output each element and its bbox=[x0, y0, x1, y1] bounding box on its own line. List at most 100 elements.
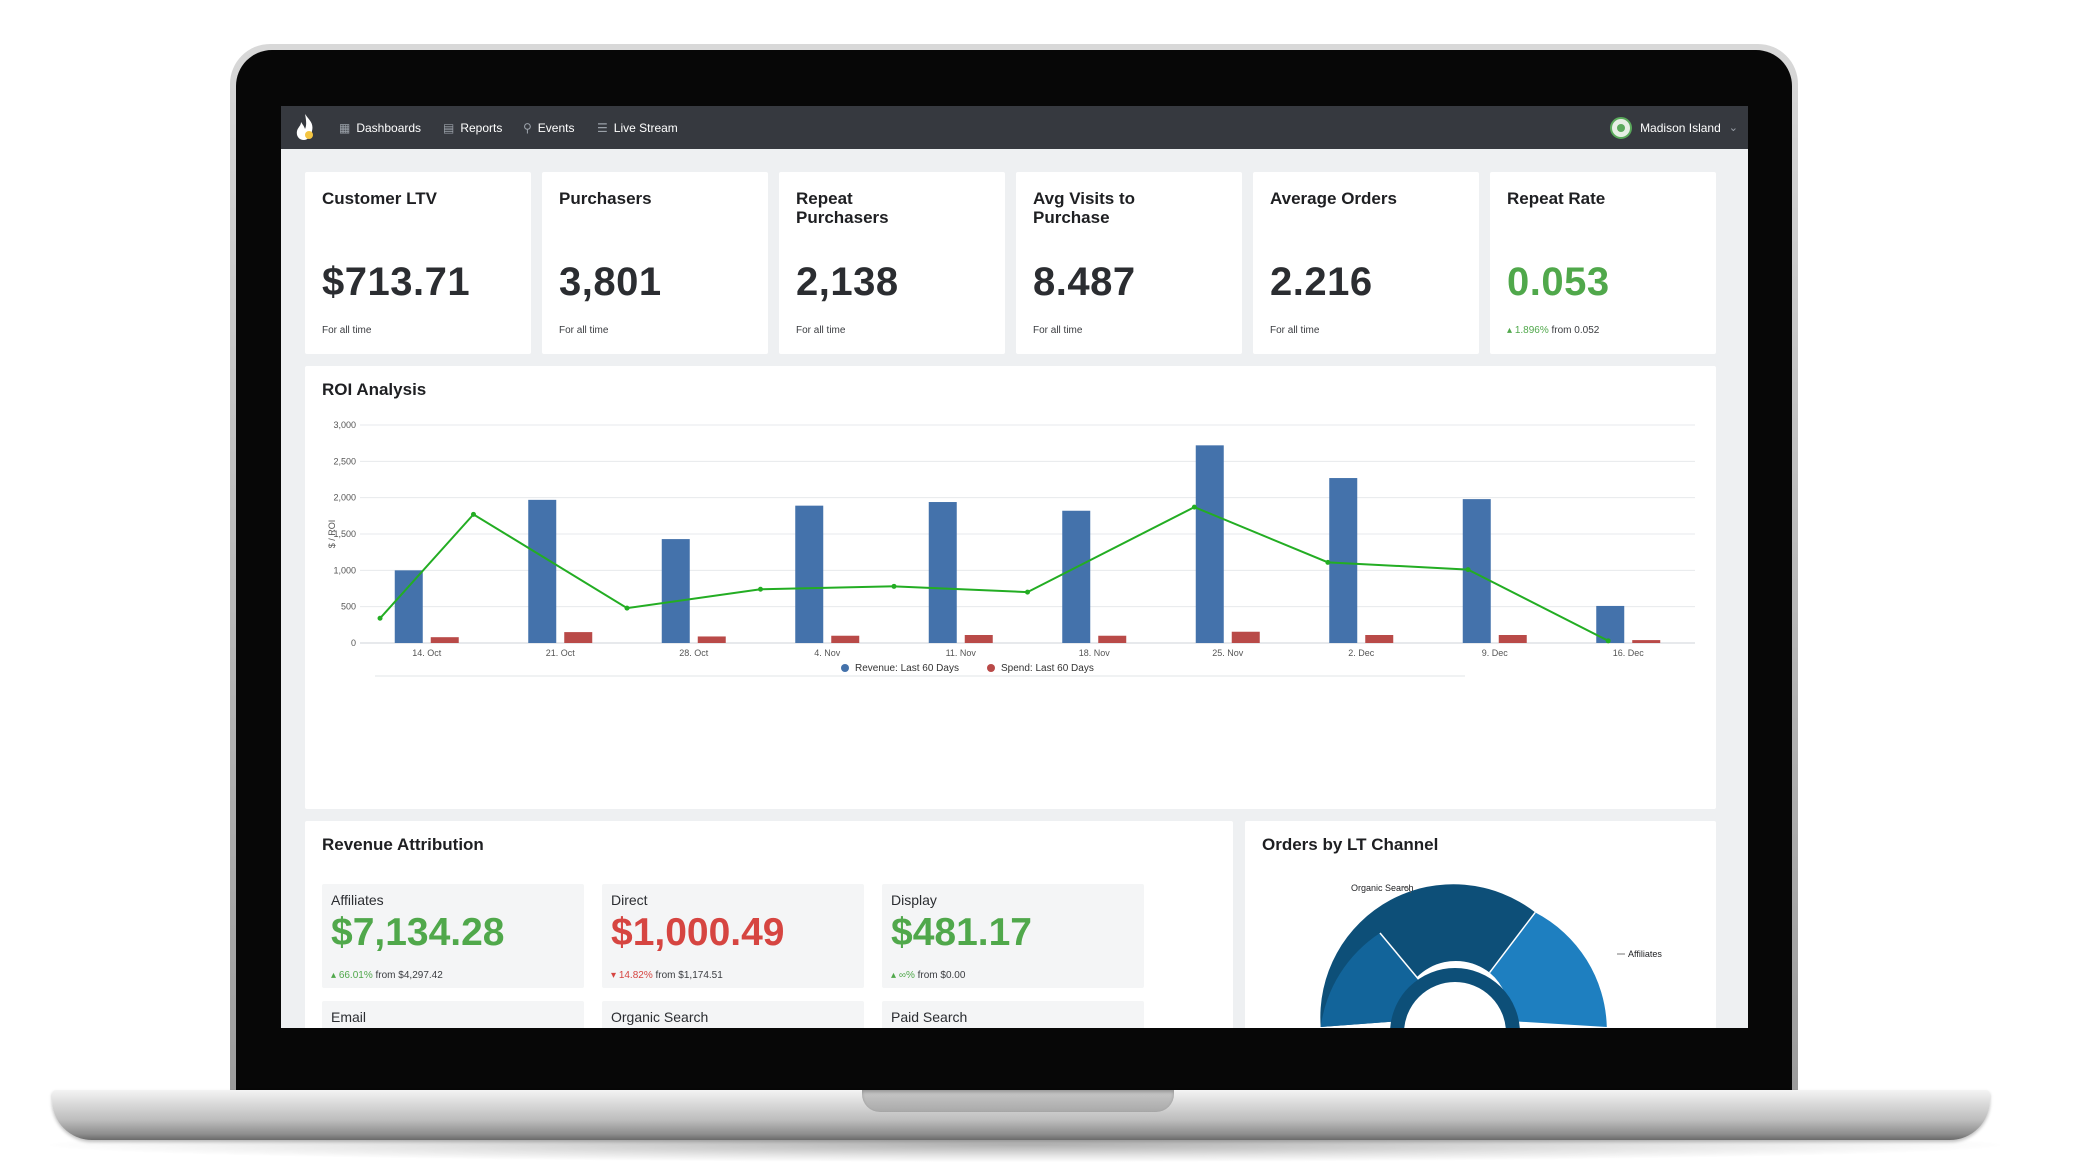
roi-chart: 0 500 1,000 1,500 2,000 2,500 3,000 $ / ROI 14. … bbox=[327, 420, 1695, 677]
y-tick-label: 1,500 bbox=[333, 529, 356, 539]
kpi-sub: ▴ 1.896% from 0.052 bbox=[1507, 325, 1599, 336]
kpi-sub: For all time bbox=[322, 325, 372, 336]
attribution-tile-affiliates[interactable]: Affiliates $7,134.28 ▴ 66.01% from $4,29… bbox=[322, 884, 584, 988]
kpi-sub: For all time bbox=[796, 325, 846, 336]
kpi-value: 2.216 bbox=[1270, 260, 1373, 304]
bar-spend bbox=[1498, 635, 1527, 643]
roi-line-point bbox=[470, 511, 476, 517]
tile-label: Direct bbox=[611, 892, 648, 908]
orders-by-channel-card: Orders by LT Channel Organic Search Affi… bbox=[1245, 821, 1716, 1028]
nav-live-stream[interactable]: ☰ Live Stream bbox=[597, 106, 678, 149]
tile-from: from $4,297.42 bbox=[375, 970, 443, 981]
attribution-tile-paid-search[interactable]: Paid Search bbox=[882, 1001, 1144, 1028]
tile-change: 14.82% bbox=[618, 970, 653, 981]
bar-revenue bbox=[1062, 510, 1091, 643]
attribution-tile-organic-search[interactable]: Organic Search bbox=[602, 1001, 864, 1028]
donut-slice-affiliates[interactable] bbox=[1489, 912, 1607, 1027]
flame-logo-icon[interactable] bbox=[289, 111, 321, 143]
bar-spend bbox=[1098, 635, 1127, 643]
x-tick-label: 11. Nov bbox=[946, 648, 977, 658]
y-tick-label: 2,000 bbox=[333, 493, 356, 503]
nav-reports[interactable]: ▤ Reports bbox=[443, 106, 502, 149]
legend-label-revenue: Revenue: Last 60 Days bbox=[855, 663, 959, 674]
tile-label: Email bbox=[331, 1009, 367, 1025]
bar-revenue bbox=[661, 539, 690, 643]
x-tick-label: 14. Oct bbox=[412, 648, 442, 658]
pin-icon: ⚲ bbox=[523, 120, 532, 135]
tile-change: ∞% bbox=[898, 970, 915, 981]
kpi-card-repeat-rate: Repeat Rate 0.053 ▴ 1.896% from 0.052 bbox=[1490, 172, 1716, 354]
app-screen: ▦ Dashboards ▤ Reports ⚲ Events ☰ Live S… bbox=[281, 106, 1748, 1028]
trend-up-icon: ▴ bbox=[891, 970, 897, 981]
attribution-title: Revenue Attribution bbox=[322, 835, 484, 854]
roi-line-point bbox=[758, 586, 763, 592]
bar-spend bbox=[430, 637, 459, 643]
tile-change: 66.01% bbox=[338, 970, 373, 981]
y-tick-label: 2,500 bbox=[333, 456, 356, 466]
roi-line-point bbox=[1191, 504, 1197, 510]
avatar bbox=[1610, 116, 1633, 139]
nav-live-stream-label: Live Stream bbox=[613, 120, 678, 135]
legend-swatch-spend bbox=[987, 664, 995, 672]
kpi-title: Repeat Purchasers bbox=[796, 189, 889, 227]
orders-donut-chart: Organic Search Affiliates bbox=[1320, 883, 1662, 1028]
account-menu[interactable]: Madison Island ⌄ bbox=[1610, 106, 1738, 149]
bar-revenue bbox=[928, 502, 957, 643]
donut-inner-ring bbox=[1390, 968, 1520, 1028]
roi-line-point bbox=[624, 605, 630, 611]
grid-icon: ▦ bbox=[339, 120, 351, 135]
roi-line-point bbox=[1025, 589, 1030, 595]
donut-label-organic-search: Organic Search bbox=[1351, 883, 1414, 893]
bar-spend bbox=[964, 635, 993, 643]
legend-swatch-revenue bbox=[841, 664, 849, 672]
kpi-value: 0.053 bbox=[1507, 260, 1610, 304]
y-axis-label: $ / ROI bbox=[327, 520, 337, 549]
attribution-tile-direct[interactable]: Direct $1,000.49 ▾ 14.82% from $1,174.51 bbox=[602, 884, 864, 988]
top-nav: ▦ Dashboards ▤ Reports ⚲ Events ☰ Live S… bbox=[281, 106, 1748, 149]
bar-spend bbox=[831, 635, 860, 643]
donut-label-affiliates: Affiliates bbox=[1628, 949, 1662, 959]
tile-value: $7,134.28 bbox=[331, 911, 505, 954]
laptop-notch bbox=[862, 1090, 1174, 1112]
roi-analysis-card: ROI Analysis 0 500 1,000 1,500 2,000 2,500 3,0… bbox=[305, 366, 1716, 809]
bar-spend bbox=[1231, 631, 1260, 643]
kpi-sub: For all time bbox=[1270, 325, 1320, 336]
roi-line-point bbox=[1325, 559, 1331, 565]
kpi-title: Avg Visits to Purchase bbox=[1033, 189, 1136, 227]
bar-spend bbox=[697, 636, 726, 643]
orders-channel-title: Orders by LT Channel bbox=[1262, 835, 1439, 854]
tile-value: $481.17 bbox=[891, 911, 1032, 954]
kpi-value: 3,801 bbox=[559, 260, 662, 304]
kpi-sub-from: from 0.052 bbox=[1551, 325, 1600, 336]
kpi-card-customer-ltv: Customer LTV $713.71 For all time bbox=[305, 172, 531, 354]
x-tick-label: 18. Nov bbox=[1079, 648, 1111, 658]
kpi-title: Purchasers bbox=[559, 189, 652, 208]
kpi-sub: For all time bbox=[1033, 325, 1083, 336]
bar-revenue bbox=[1329, 478, 1358, 643]
roi-line bbox=[379, 506, 1609, 642]
kpi-change: 1.896% bbox=[1514, 325, 1549, 336]
x-tick-label: 9. Dec bbox=[1482, 648, 1509, 658]
revenue-attribution-card: Revenue Attribution Affiliates $7,134.28… bbox=[305, 821, 1233, 1028]
bar-revenue bbox=[1195, 445, 1224, 643]
list-icon: ☰ bbox=[597, 120, 608, 135]
report-icon: ▤ bbox=[443, 120, 455, 135]
kpi-title: Repeat Rate bbox=[1507, 189, 1606, 208]
chevron-down-icon: ⌄ bbox=[1728, 122, 1738, 134]
roi-title: ROI Analysis bbox=[322, 380, 427, 399]
legend-label-spend: Spend: Last 60 Days bbox=[1001, 663, 1094, 674]
kpi-card-average-orders: Average Orders 2.216 For all time bbox=[1253, 172, 1479, 354]
attribution-tile-display[interactable]: Display $481.17 ▴ ∞% from $0.00 bbox=[882, 884, 1144, 988]
nav-reports-label: Reports bbox=[460, 120, 503, 135]
bar-revenue bbox=[394, 570, 423, 643]
y-tick-label: 3,000 bbox=[333, 420, 356, 430]
nav-events[interactable]: ⚲ Events bbox=[523, 106, 574, 149]
attribution-tile-email[interactable]: Email bbox=[322, 1001, 584, 1028]
tile-sub: ▾ 14.82% from $1,174.51 bbox=[611, 970, 723, 981]
kpi-card-purchasers: Purchasers 3,801 For all time bbox=[542, 172, 768, 354]
trend-down-icon: ▾ bbox=[611, 970, 617, 981]
trend-up-icon: ▴ bbox=[1507, 325, 1513, 336]
tile-from: from $1,174.51 bbox=[655, 970, 723, 981]
nav-dashboards[interactable]: ▦ Dashboards bbox=[339, 106, 421, 149]
tile-from: from $0.00 bbox=[917, 970, 966, 981]
